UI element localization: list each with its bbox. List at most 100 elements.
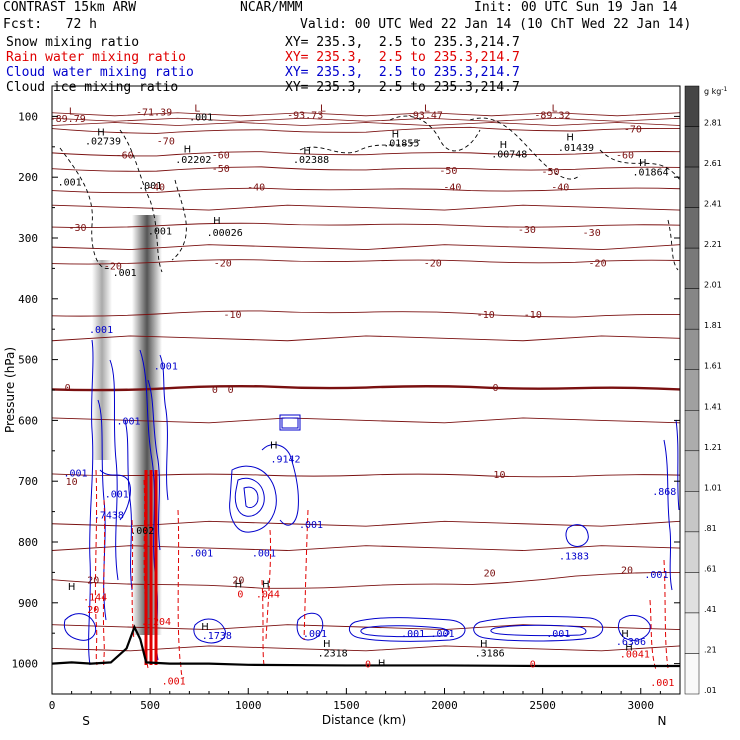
temperature-label: 0 xyxy=(228,385,234,396)
temperature-label: -20 xyxy=(104,261,122,272)
colorbar-swatch xyxy=(684,166,700,208)
cloud-water-contour xyxy=(473,616,604,642)
low-marker: L xyxy=(552,103,558,114)
legend-cloud-ice-label: Cloud ice mixing ratio xyxy=(6,80,179,95)
mixing-ratio-label: .001 xyxy=(162,677,186,688)
y-tick-label: 200 xyxy=(18,171,38,184)
high-marker: H xyxy=(323,639,331,650)
y-tick-label: 500 xyxy=(18,354,38,367)
cloud-water-contour xyxy=(281,417,299,429)
legend-rain-xy: XY= 235.3, 2.5 to 235.3,214.7 xyxy=(285,50,520,65)
mixing-ratio-label: 0 xyxy=(530,660,536,671)
low-marker: L xyxy=(194,103,200,114)
temperature-label: -10 xyxy=(224,310,242,321)
high-marker: H xyxy=(184,145,192,156)
temperature-label: -89.79 xyxy=(50,114,86,125)
cloud-water-contour xyxy=(193,618,226,644)
mixing-ratio-label: .1738 xyxy=(202,631,232,642)
surface-pressure-line xyxy=(52,624,680,668)
colorbar-swatch xyxy=(684,653,700,695)
x-tick-label: 0 xyxy=(49,699,56,712)
colorbar-label: 2.41 xyxy=(704,200,722,209)
colorbar-label: 2.81 xyxy=(704,119,722,128)
colorbar: 2.81 2.61 2.41 2.21 2.01 1.81 1.61 1.41 1.21 1.01… xyxy=(684,85,722,695)
cloud-water-contour xyxy=(229,465,277,533)
temperature-label: 0 xyxy=(212,385,218,396)
cloud-ice-contour xyxy=(59,147,111,269)
mixing-ratio-label: .144 xyxy=(83,593,107,604)
colorbar-label: .21 xyxy=(704,645,717,654)
mixing-ratio-label: .9142 xyxy=(270,455,300,466)
cloud-water-contour xyxy=(109,359,119,581)
colorbar-unit-base: g kg xyxy=(704,87,721,96)
stratosphere-temperature-contour xyxy=(52,112,680,117)
mixing-ratio-label: .044 xyxy=(256,590,280,601)
rain-contour xyxy=(303,509,309,641)
colorbar-label: .81 xyxy=(704,524,717,533)
cloud-water-contour xyxy=(243,486,259,509)
rain-contour xyxy=(131,519,135,641)
colorbar-label: 1.21 xyxy=(704,443,722,452)
forecast-hour: Fcst: 72 h xyxy=(3,17,97,32)
mixing-ratio-label: .868 xyxy=(652,487,676,498)
temperature-label: -30 xyxy=(518,225,536,236)
mixing-ratio-label: .01439 xyxy=(558,143,594,154)
south-endpoint-label: S xyxy=(82,714,90,728)
temperature-label: -60 xyxy=(212,151,230,162)
temperature-label: -30 xyxy=(68,223,86,234)
y-tick-label: 400 xyxy=(18,293,38,306)
temperature-label: -70 xyxy=(624,125,642,136)
legend-snow-label: Snow mixing ratio xyxy=(6,35,140,50)
temperature-label: -40 xyxy=(147,182,165,193)
colorbar-label: 1.01 xyxy=(704,483,722,492)
temperature-contour-intermediate xyxy=(52,244,680,251)
temperature-label: -50 xyxy=(212,164,230,175)
cloud-water-contour xyxy=(124,419,133,591)
temperature-label: 10 xyxy=(493,470,505,481)
mixing-ratio-label: .001 xyxy=(154,362,178,373)
mixing-ratio-label: .001 xyxy=(252,548,276,559)
rain-contour xyxy=(102,499,106,669)
y-tick-label: 300 xyxy=(18,232,38,245)
legend-rain-label: Rain water mixing ratio xyxy=(6,50,187,65)
cloud-water-contour xyxy=(234,477,265,517)
temperature-contour-m10 xyxy=(52,310,680,318)
temperature-label: -71.39 xyxy=(136,108,172,119)
temperature-contour-m60 xyxy=(52,151,680,157)
high-marker: H xyxy=(500,140,508,151)
cloud-water-contour xyxy=(490,624,587,637)
mixing-ratio-label: .001 xyxy=(299,520,323,531)
temperature-label: 20 xyxy=(232,576,244,587)
cloud-ice-contour xyxy=(469,117,581,180)
temperature-label: -50 xyxy=(541,167,559,178)
temperature-label: 10 xyxy=(66,477,78,488)
mixing-ratio-label: .01864 xyxy=(633,168,669,179)
temperature-label: -20 xyxy=(424,258,442,269)
y-tick-label: 700 xyxy=(18,475,38,488)
mixing-ratio-label: .002 xyxy=(130,526,154,537)
mixing-ratio-label: .0041 xyxy=(620,649,650,660)
distance-axis: 0 500 1000 1500 2000 2500 3000 xyxy=(49,688,661,712)
x-tick-label: 2000 xyxy=(431,699,458,712)
colorbar-swatch xyxy=(684,572,700,614)
mixing-ratio-label: .001 xyxy=(58,177,82,188)
temperature-contour-m40 xyxy=(52,187,680,194)
temperature-contour-m70 xyxy=(52,126,680,134)
center-label: NCAR/MMM xyxy=(240,0,303,15)
colorbar-label: .01 xyxy=(704,686,717,695)
colorbar-swatch xyxy=(684,612,700,654)
high-marker: H xyxy=(235,579,243,590)
mixing-ratio-label: .7438 xyxy=(94,511,124,522)
high-marker: H xyxy=(566,132,574,143)
mixing-ratio-label: .001 xyxy=(401,629,425,640)
mixing-ratio-label: 0 xyxy=(365,660,371,671)
mixing-ratio-label: .001 xyxy=(105,489,129,500)
temperature-label: 20 xyxy=(484,568,496,579)
y-tick-label: 900 xyxy=(18,597,38,610)
cloud-water-contour xyxy=(565,524,589,547)
colorbar-label: 2.61 xyxy=(704,159,722,168)
rain-contour xyxy=(663,559,669,669)
valid-time: Valid: 00 UTC Wed 22 Jan 14 (10 ChT Wed … xyxy=(300,17,692,32)
